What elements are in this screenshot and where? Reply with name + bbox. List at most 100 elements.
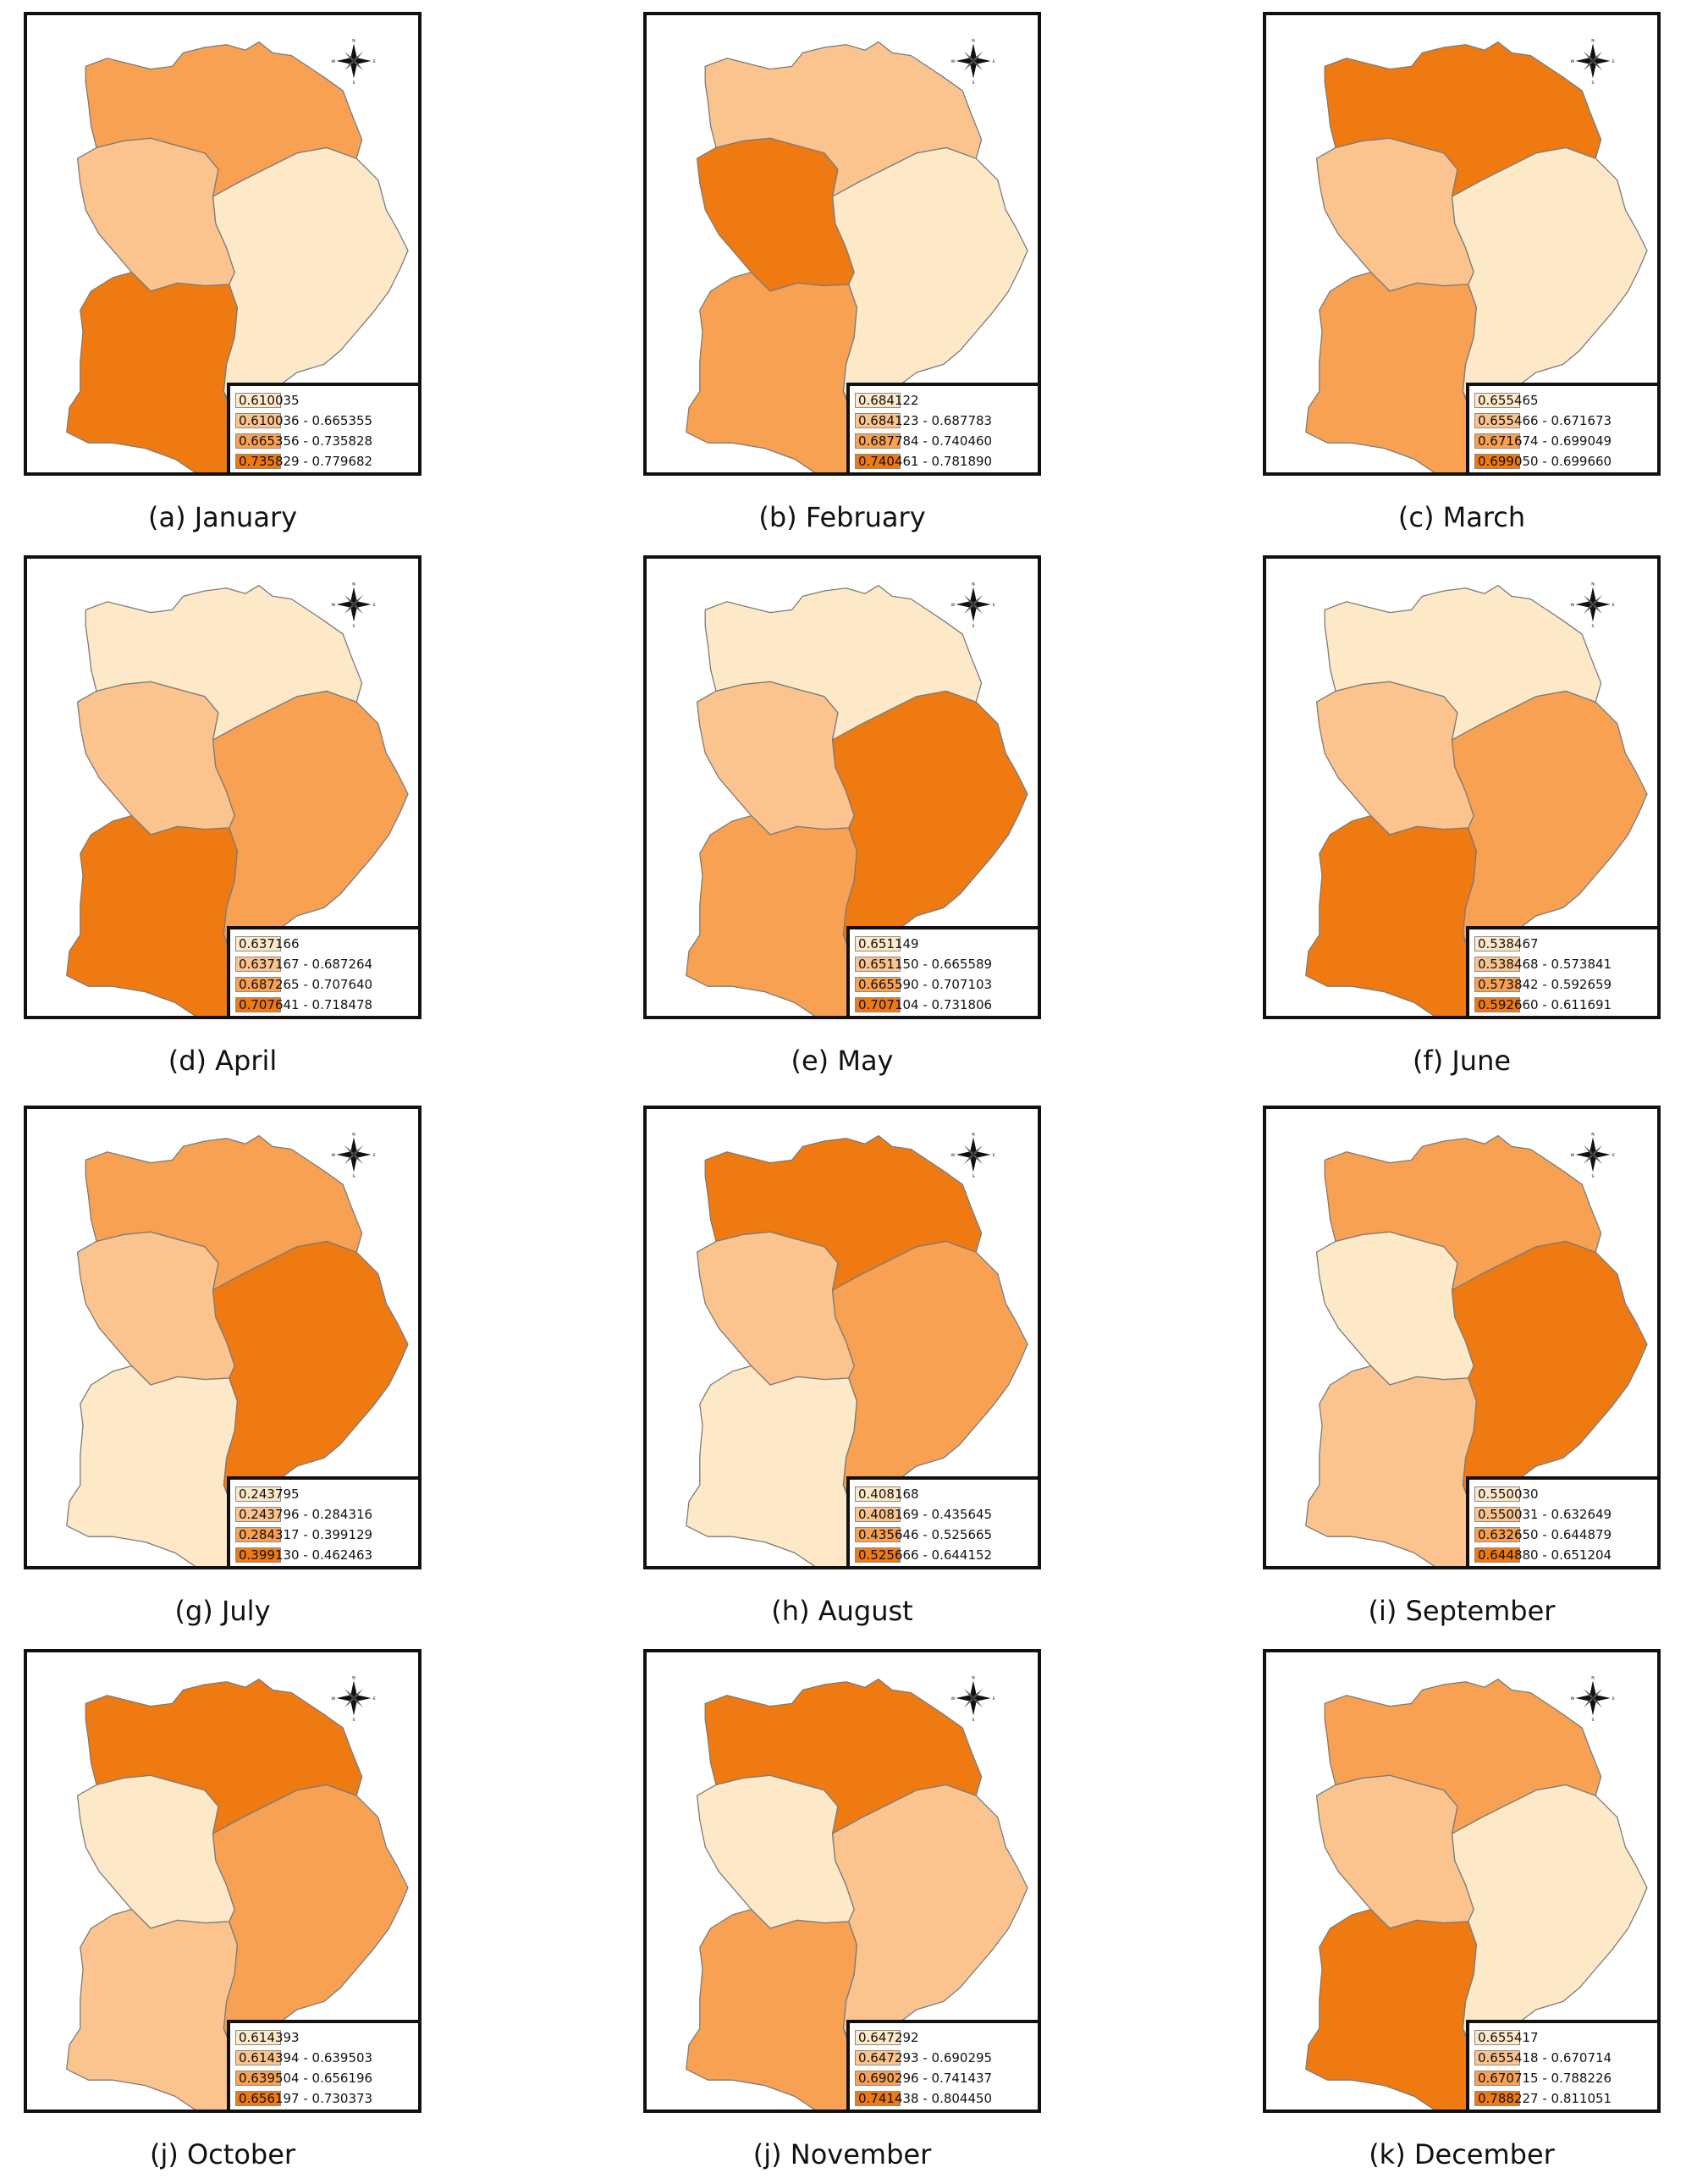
region-east bbox=[831, 690, 1028, 957]
legend-label: 0.614394 - 0.639503 bbox=[239, 2050, 373, 2065]
legend-swatch bbox=[855, 1507, 901, 1522]
legend-row: 0.284317 - 0.399129 bbox=[235, 1525, 413, 1544]
legend-row: 0.740461 - 0.781890 bbox=[855, 452, 1033, 471]
svg-text:N: N bbox=[972, 582, 975, 587]
legend-row: 0.614394 - 0.639503 bbox=[235, 2049, 413, 2067]
svg-text:S: S bbox=[1592, 1174, 1595, 1178]
legend-label: 0.655466 - 0.671673 bbox=[1478, 413, 1612, 428]
legend-swatch bbox=[855, 413, 901, 428]
legend-label: 0.243795 bbox=[239, 1486, 300, 1502]
legend-swatch bbox=[1474, 2030, 1520, 2045]
svg-text:N: N bbox=[1591, 1676, 1595, 1681]
region-north bbox=[85, 1678, 363, 1834]
legend-label: 0.741438 - 0.804450 bbox=[858, 2091, 993, 2106]
north-arrow-icon: N S E W bbox=[330, 37, 377, 88]
legend-label: 0.655417 bbox=[1478, 2030, 1539, 2045]
legend-row: 0.573842 - 0.592659 bbox=[1474, 975, 1652, 994]
map-panel: N S E W 0.550030 0.550031 - 0.632649 0.632650 … bbox=[1263, 1106, 1661, 1635]
legend-row: 0.538468 - 0.573841 bbox=[1474, 955, 1652, 973]
svg-text:S: S bbox=[353, 1174, 355, 1178]
map-frame: N S E W 0.408168 0.408169 - 0.435645 0.435646 … bbox=[643, 1106, 1041, 1569]
choropleth-map bbox=[66, 584, 409, 1016]
svg-text:E: E bbox=[1612, 59, 1615, 64]
region-east bbox=[1451, 146, 1648, 414]
legend-label: 0.399130 - 0.462463 bbox=[239, 1547, 373, 1563]
region-east bbox=[212, 146, 409, 414]
legend-label: 0.538468 - 0.573841 bbox=[1478, 957, 1612, 972]
north-arrow-icon: N S E W bbox=[330, 1131, 377, 1182]
legend-row: 0.699050 - 0.699660 bbox=[1474, 452, 1652, 471]
legend-swatch bbox=[1474, 1486, 1520, 1502]
legend-label: 0.647293 - 0.690295 bbox=[858, 2050, 993, 2065]
region-north bbox=[1324, 41, 1602, 197]
legend-label: 0.632650 - 0.644879 bbox=[1478, 1527, 1612, 1542]
map-caption: (h) August bbox=[771, 1595, 913, 1627]
legend-label: 0.707641 - 0.718478 bbox=[239, 997, 373, 1012]
region-north bbox=[1324, 1134, 1602, 1291]
map-frame: N S E W 0.651149 0.651150 - 0.665589 0.665590 … bbox=[643, 555, 1041, 1019]
map-panel: N S E W 0.655417 0.655418 - 0.670714 0.670715 … bbox=[1263, 1649, 1661, 2179]
region-north bbox=[85, 41, 363, 197]
legend-label: 0.670715 - 0.788226 bbox=[1478, 2071, 1612, 2086]
region-north bbox=[85, 584, 363, 741]
legend-row: 0.408168 bbox=[855, 1485, 1033, 1503]
region-east bbox=[831, 1784, 1028, 2051]
legend-swatch bbox=[235, 433, 281, 449]
region-east bbox=[212, 1240, 409, 1508]
legend-row: 0.671674 - 0.699049 bbox=[1474, 432, 1652, 450]
svg-text:E: E bbox=[1612, 603, 1615, 608]
svg-text:S: S bbox=[353, 80, 355, 85]
choropleth-map bbox=[686, 1678, 1028, 2110]
svg-text:W: W bbox=[950, 1153, 955, 1158]
map-caption: (k) December bbox=[1369, 2138, 1555, 2170]
legend-swatch bbox=[235, 2071, 281, 2086]
legend-label: 0.243796 - 0.284316 bbox=[239, 1507, 373, 1522]
map-panel: N S E W 0.637166 0.637167 - 0.687264 0.687265 … bbox=[24, 555, 422, 1085]
region-east bbox=[1451, 690, 1648, 957]
map-panel: N S E W 0.408168 0.408169 - 0.435645 0.435646 … bbox=[643, 1106, 1041, 1635]
legend-swatch bbox=[235, 997, 281, 1012]
choropleth-map bbox=[1305, 584, 1648, 1016]
legend-swatch bbox=[1474, 1507, 1520, 1522]
legend-label: 0.651150 - 0.665589 bbox=[858, 957, 993, 972]
svg-text:W: W bbox=[331, 603, 335, 608]
region-east bbox=[831, 1240, 1028, 1508]
legend-swatch bbox=[855, 2050, 901, 2065]
map-legend: 0.684122 0.684123 - 0.687783 0.687784 - 0.… bbox=[846, 383, 1041, 476]
legend-label: 0.684122 bbox=[858, 393, 919, 408]
legend-swatch bbox=[855, 454, 901, 469]
map-panel: N S E W 0.684122 0.684123 - 0.687783 0.687784 … bbox=[643, 12, 1041, 542]
legend-label: 0.647292 bbox=[858, 2030, 919, 2045]
legend-label: 0.665356 - 0.735828 bbox=[239, 433, 373, 449]
map-panel: N S E W 0.243795 0.243796 - 0.284316 0.284317 … bbox=[24, 1106, 422, 1635]
legend-row: 0.399130 - 0.462463 bbox=[235, 1546, 413, 1564]
svg-text:E: E bbox=[373, 1153, 376, 1158]
map-caption: (f) June bbox=[1412, 1045, 1512, 1077]
region-north bbox=[1324, 1678, 1602, 1834]
svg-text:S: S bbox=[1592, 624, 1595, 628]
svg-text:W: W bbox=[950, 603, 955, 608]
region-east bbox=[1451, 1240, 1648, 1508]
svg-text:N: N bbox=[1591, 39, 1595, 44]
svg-text:W: W bbox=[1570, 603, 1574, 608]
choropleth-map bbox=[1305, 1134, 1648, 1566]
legend-row: 0.741438 - 0.804450 bbox=[855, 2089, 1033, 2108]
legend-swatch bbox=[235, 2091, 281, 2106]
legend-swatch bbox=[1474, 2050, 1520, 2065]
legend-swatch bbox=[855, 433, 901, 449]
legend-swatch bbox=[235, 454, 281, 469]
svg-text:W: W bbox=[331, 1696, 335, 1701]
svg-text:N: N bbox=[972, 39, 975, 44]
legend-label: 0.284317 - 0.399129 bbox=[239, 1527, 373, 1542]
choropleth-map bbox=[1305, 1678, 1648, 2110]
legend-label: 0.550030 bbox=[1478, 1486, 1539, 1502]
legend-label: 0.690296 - 0.741437 bbox=[858, 2071, 993, 2086]
map-caption: (j) November bbox=[752, 2138, 932, 2170]
legend-label: 0.637166 bbox=[239, 936, 300, 951]
legend-swatch bbox=[235, 1486, 281, 1502]
north-arrow-icon: N S E W bbox=[950, 1131, 997, 1182]
legend-swatch bbox=[855, 997, 901, 1012]
svg-text:S: S bbox=[972, 1718, 975, 1722]
legend-label: 0.592660 - 0.611691 bbox=[1478, 997, 1612, 1012]
region-east bbox=[212, 690, 409, 957]
